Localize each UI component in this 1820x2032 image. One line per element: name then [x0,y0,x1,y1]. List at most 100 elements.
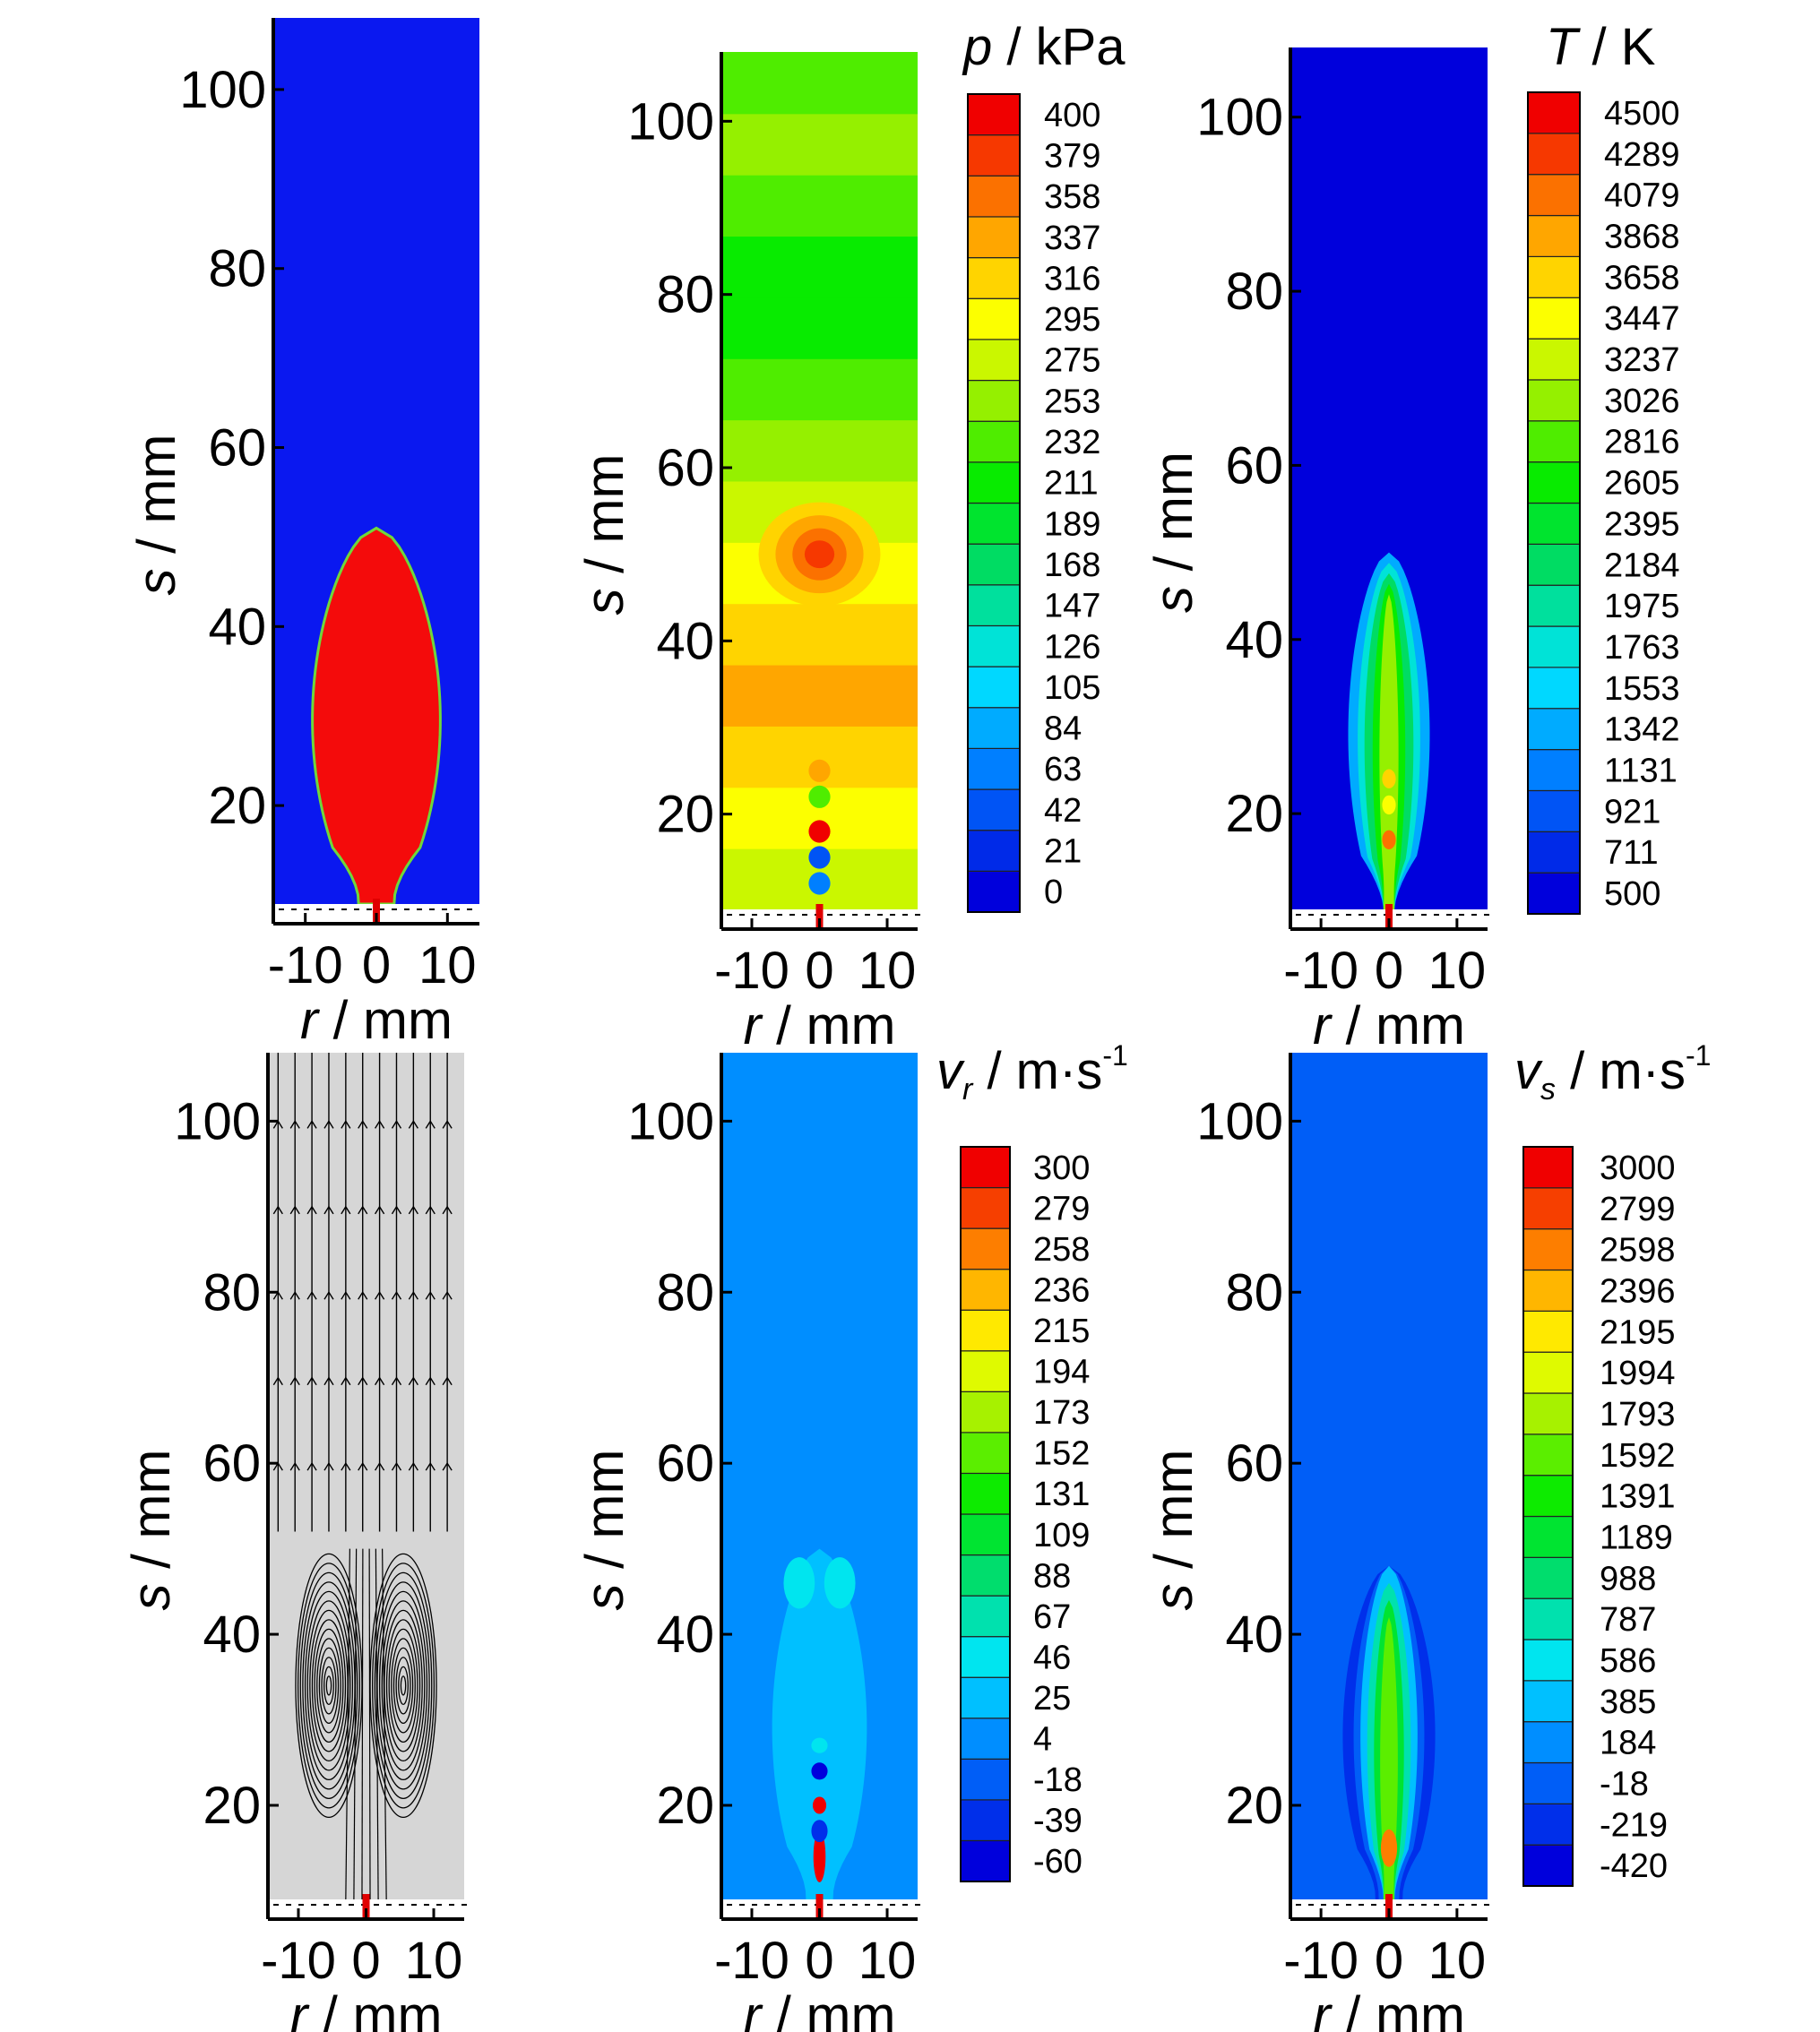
vortex-streamline [392,1647,414,1725]
colorbar-label: 189 [1044,505,1100,543]
colorbar-label: 0 [1044,874,1063,911]
colorbar-swatch [960,1636,1011,1678]
y-tick-label: 20 [1225,1777,1283,1835]
streamline-arrow [408,1461,418,1471]
y-axis-var: s [1143,586,1203,613]
y-axis-var: s [126,568,186,595]
colorbar-label: 1189 [1600,1519,1673,1556]
streamline-arrow [391,1461,402,1471]
x-axis-title: r / mm [744,1985,896,2032]
y-tick-label: 20 [1225,785,1283,843]
streamline-arrow [289,1120,300,1129]
colorbar-label: 385 [1600,1683,1656,1721]
vortex-streamline [325,1675,332,1696]
streamline-arrow [375,1290,385,1300]
colorbar-label: 3000 [1600,1149,1676,1187]
streamline-arrow [442,1290,453,1300]
vortex-streamline [314,1628,344,1744]
y-tick-label: 100 [1196,89,1283,147]
streamline-arrow [425,1376,436,1386]
colorbar-swatch [1527,338,1581,381]
colorbar-label: 2799 [1600,1191,1676,1228]
y-axis-var: s [574,1583,634,1610]
x-axis-unit: mm [806,995,896,1055]
streamline-arrow [425,1461,436,1471]
vortex-streamline [323,1666,334,1706]
x-axis-var: r [1313,995,1333,1055]
velocity-contour [1380,1617,1398,1899]
velocity-cell [811,1820,828,1843]
streamline-arrow [408,1120,418,1129]
colorbar-label: 337 [1044,220,1100,257]
colorbar-label: 4289 [1604,136,1680,174]
colorbar-label: -219 [1600,1806,1668,1844]
streamline-arrow [391,1290,402,1300]
shock-cell [808,872,831,895]
colorbar-subscript: r [962,1072,974,1106]
colorbar-swatch [967,216,1021,259]
y-tick-label: 80 [1225,263,1283,321]
colorbar-swatch [960,1432,1011,1475]
nozzle-orifice [362,1894,370,1919]
y-axis-var: s [1143,1583,1203,1610]
pressure-band [721,357,918,421]
colorbar-label: 500 [1604,875,1660,913]
axis-sep: / [1331,995,1376,1055]
vortex-streamline [297,1563,360,1809]
streamline-arrow [408,1205,418,1215]
y-axis-title: s / mm [574,454,634,616]
streamline-arrow [391,1120,402,1129]
y-axis-title: s / mm [126,435,186,596]
colorbar-label: 126 [1044,628,1100,666]
colorbar-swatch [1527,502,1581,545]
plot-area [721,1053,918,1899]
x-axis-unit: mm [353,1985,443,2032]
axis-sep: / [1143,541,1203,586]
y-axis-unit: mm [574,454,634,544]
y-tick-label: 20 [656,786,714,844]
colorbar-frame [960,1146,1011,1882]
colorbar-unit: m·s [1599,1042,1686,1100]
colorbar-swatch [960,1595,1011,1638]
colorbar-label: 253 [1044,383,1100,420]
colorbar-label: 84 [1044,710,1082,748]
colorbar-label: 279 [1033,1190,1090,1227]
y-axis-unit: mm [121,1450,181,1539]
plot-area [1290,47,1488,909]
streamline-arrow [358,1205,368,1215]
velocity-cell [811,1737,828,1753]
x-axis-var: r [300,990,320,1050]
colorbar-swatch [1527,789,1581,832]
colorbar-swatch [1522,1680,1574,1723]
colorbar-swatch [1522,1597,1574,1640]
colorbar-swatch [960,1227,1011,1270]
y-axis-unit: mm [574,1450,634,1539]
colorbar-swatch [1527,584,1581,627]
colorbar-sep: / [1577,18,1620,76]
vortex-streamline [316,1638,341,1734]
colorbar-label: 300 [1033,1149,1090,1187]
streamline-arrow [289,1290,300,1300]
axis-sep: / [574,543,634,588]
vortex-streamline [391,1638,416,1734]
colorbar-swatch [967,134,1021,177]
colorbar-label: 173 [1033,1394,1090,1432]
streamline-arrow [289,1461,300,1471]
colorbar-swatch [1522,1803,1574,1846]
colorbar-swatch [1527,255,1581,298]
y-tick-label: 20 [656,1777,714,1835]
shock-cell [808,820,831,843]
colorbar-swatch [1527,625,1581,668]
x-axis-unit: mm [363,990,453,1050]
colorbar-label: 921 [1604,793,1660,831]
colorbar-swatch [967,93,1021,136]
streamline-arrow [358,1376,368,1386]
pressure-band [721,174,918,237]
streamline-arrow [306,1461,317,1471]
colorbar-swatch [1522,1351,1574,1394]
colorbar-swatch [967,870,1021,913]
colorbar-swatch [967,339,1021,382]
vortex-streamline [398,1666,409,1706]
axis-sep: / [308,1985,353,2032]
